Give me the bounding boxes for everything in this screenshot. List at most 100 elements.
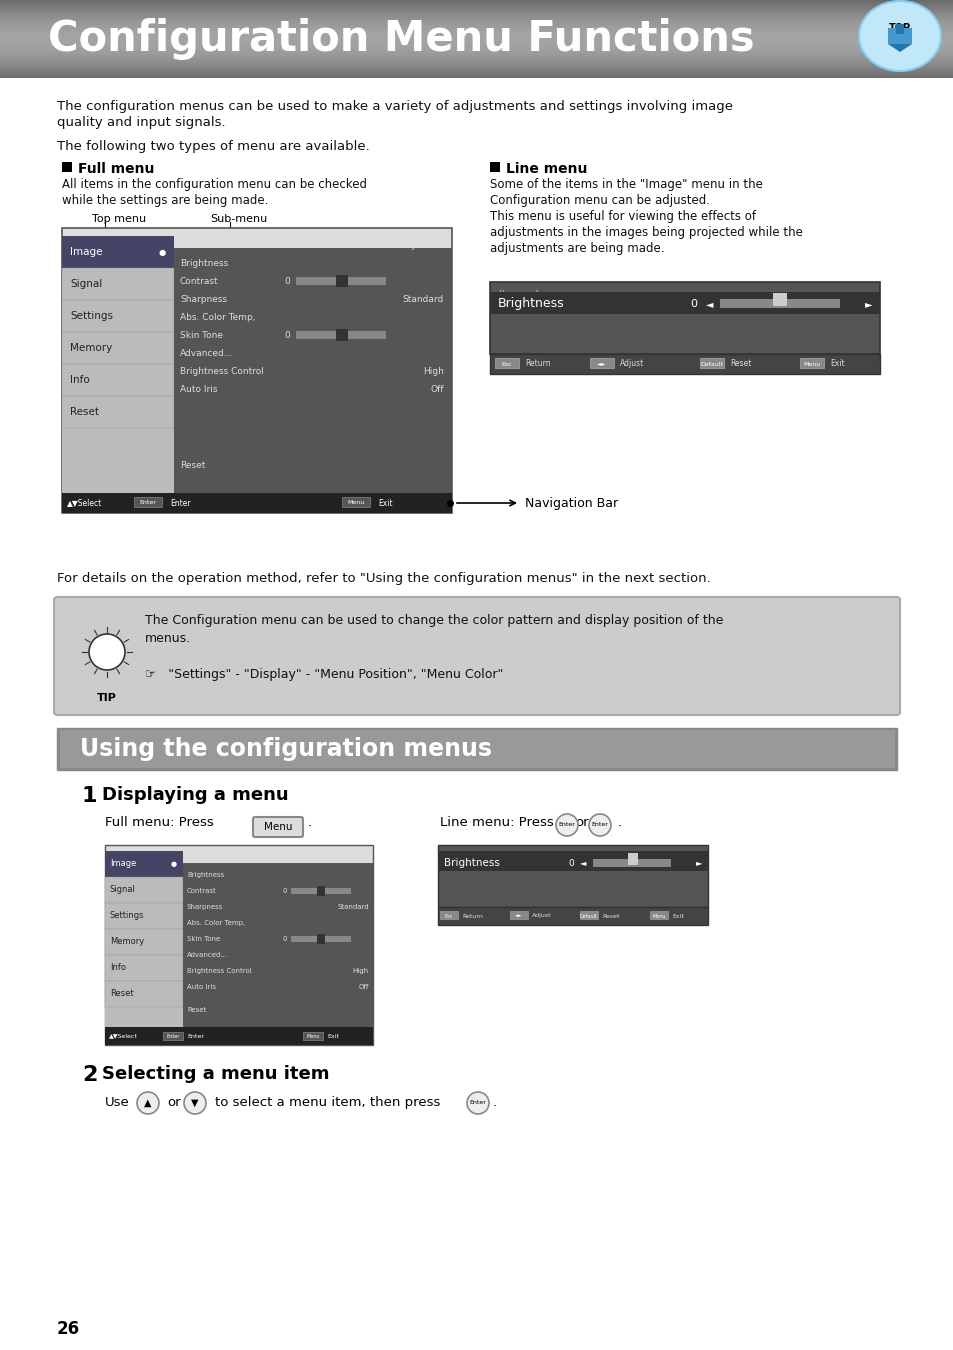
- Text: 0: 0: [283, 936, 287, 942]
- Text: or: or: [575, 815, 588, 829]
- Text: Reset: Reset: [187, 1007, 206, 1012]
- Bar: [490, 354, 879, 374]
- Text: to select a menu item, then press: to select a menu item, then press: [214, 1096, 440, 1108]
- Text: quality and input signals.: quality and input signals.: [57, 116, 226, 130]
- Bar: [62, 493, 452, 513]
- Text: Adjust: Adjust: [619, 359, 643, 369]
- Text: High: High: [353, 968, 369, 973]
- Text: Standard: Standard: [337, 904, 369, 910]
- Text: [Image]: [Image]: [497, 290, 538, 300]
- Bar: [60, 730, 894, 768]
- Text: Configuration menu can be adjusted.: Configuration menu can be adjusted.: [490, 194, 709, 207]
- Text: 26: 26: [57, 1320, 80, 1338]
- Circle shape: [467, 1092, 489, 1114]
- Text: This menu is useful for viewing the effects of: This menu is useful for viewing the effe…: [490, 211, 755, 223]
- Text: Settings: Settings: [70, 310, 112, 321]
- Text: Brightness: Brightness: [187, 872, 224, 878]
- Bar: [887, 28, 911, 45]
- Text: Brightness Control: Brightness Control: [180, 366, 264, 375]
- Bar: [105, 845, 373, 1045]
- Text: Brightness: Brightness: [180, 258, 228, 267]
- Text: Reset: Reset: [110, 990, 133, 999]
- Text: Exit: Exit: [829, 359, 843, 369]
- Bar: [62, 228, 452, 513]
- Text: Adjust: Adjust: [532, 914, 551, 918]
- Bar: [800, 358, 823, 369]
- Text: [Image]: [Image]: [443, 850, 476, 860]
- Text: Signal: Signal: [70, 279, 102, 289]
- Bar: [295, 277, 386, 285]
- Text: 1: 1: [82, 786, 97, 806]
- Bar: [62, 332, 173, 365]
- Bar: [720, 298, 840, 308]
- Text: ◄►: ◄►: [597, 362, 606, 366]
- Text: ▲: ▲: [144, 1098, 152, 1108]
- Text: ▲▼Select: ▲▼Select: [67, 498, 102, 508]
- Bar: [593, 859, 670, 867]
- Bar: [579, 911, 598, 919]
- Bar: [439, 911, 457, 919]
- Text: Default: Default: [579, 914, 598, 918]
- Text: ◄►: ◄►: [515, 914, 522, 918]
- Text: .: .: [618, 815, 621, 829]
- Text: 2: 2: [82, 1065, 97, 1085]
- Text: Use: Use: [105, 1096, 130, 1108]
- Text: Color Mode: Color Mode: [180, 240, 231, 250]
- Circle shape: [184, 1092, 206, 1114]
- Text: while the settings are being made.: while the settings are being made.: [62, 194, 268, 207]
- Text: Enter: Enter: [187, 1034, 204, 1038]
- Text: Dynamic: Dynamic: [404, 240, 443, 250]
- Bar: [105, 1027, 373, 1045]
- Text: Enter: Enter: [170, 498, 191, 508]
- Bar: [105, 850, 183, 878]
- Text: ►: ►: [863, 298, 871, 309]
- Text: Selecting a menu item: Selecting a menu item: [102, 1065, 329, 1083]
- Text: adjustments are being made.: adjustments are being made.: [490, 242, 664, 255]
- Bar: [62, 248, 173, 513]
- Text: Menu: Menu: [306, 1034, 319, 1038]
- FancyBboxPatch shape: [54, 597, 899, 716]
- Text: Sharpness: Sharpness: [180, 294, 227, 304]
- Polygon shape: [887, 45, 911, 53]
- Text: Some of the items in the "Image" menu in the: Some of the items in the "Image" menu in…: [490, 178, 762, 190]
- Bar: [437, 845, 707, 907]
- Text: ►: ►: [695, 859, 701, 868]
- Text: Off: Off: [430, 385, 443, 393]
- Text: Abs. Color Temp,: Abs. Color Temp,: [187, 919, 245, 926]
- Text: Contrast: Contrast: [187, 888, 216, 894]
- Text: The Configuration menu can be used to change the color pattern and display posit: The Configuration menu can be used to ch…: [145, 614, 722, 626]
- Text: Enter: Enter: [558, 822, 575, 828]
- Text: ◄: ◄: [705, 298, 713, 309]
- Bar: [173, 248, 452, 513]
- Text: High: High: [423, 366, 443, 375]
- Text: Info: Info: [70, 375, 90, 385]
- Text: TOP: TOP: [888, 23, 910, 32]
- Text: The configuration menus can be used to make a variety of adjustments and setting: The configuration menus can be used to m…: [57, 100, 732, 113]
- Text: Esc: Esc: [501, 362, 512, 366]
- Bar: [437, 850, 707, 871]
- Text: Memory: Memory: [70, 343, 112, 352]
- Text: Info: Info: [110, 964, 126, 972]
- Text: Reset: Reset: [180, 460, 205, 470]
- Bar: [589, 358, 614, 369]
- Text: Skin Tone: Skin Tone: [187, 936, 220, 942]
- Text: Enter: Enter: [139, 501, 156, 505]
- Bar: [490, 162, 499, 171]
- FancyBboxPatch shape: [253, 817, 303, 837]
- Bar: [437, 907, 707, 925]
- Text: Advanced...: Advanced...: [187, 952, 228, 958]
- Text: 0: 0: [284, 277, 290, 285]
- Text: Color Mode: Color Mode: [187, 856, 226, 863]
- Text: Image: Image: [70, 247, 102, 256]
- Bar: [62, 364, 173, 396]
- Text: For details on the operation method, refer to "Using the configuration menus" in: For details on the operation method, ref…: [57, 572, 710, 585]
- Text: ▼: ▼: [191, 1098, 198, 1108]
- Text: 0: 0: [689, 298, 697, 309]
- Text: Standard: Standard: [402, 294, 443, 304]
- Bar: [105, 929, 183, 954]
- Text: Reset: Reset: [70, 406, 99, 417]
- Text: Full menu: Press: Full menu: Press: [105, 815, 213, 829]
- Bar: [62, 162, 71, 171]
- Bar: [62, 396, 173, 428]
- Bar: [341, 497, 370, 508]
